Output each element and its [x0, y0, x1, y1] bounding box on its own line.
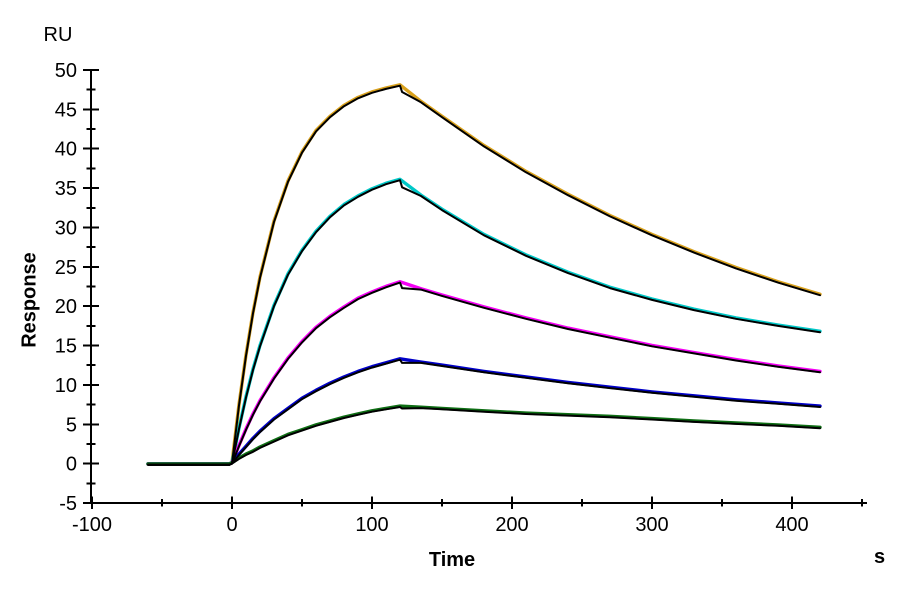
x-tick-label: 100: [355, 514, 388, 536]
x-axis-title: Time: [428, 549, 476, 571]
y-tick-label: 35: [55, 178, 77, 200]
y-tick-label: 0: [66, 454, 77, 476]
y-tick-label: 40: [55, 139, 77, 161]
x-tick-label: 0: [226, 514, 237, 536]
y-tick-label: 45: [55, 99, 77, 121]
sensorgram-curve: [147, 84, 821, 466]
x-tick-label: 300: [635, 514, 668, 536]
y-axis-unit-label: RU: [43, 24, 73, 46]
x-tick-label: 200: [495, 514, 528, 536]
y-tick-label: 25: [55, 257, 77, 279]
y-tick-label: 5: [66, 414, 77, 436]
y-tick-label: 50: [55, 60, 77, 82]
sensorgram-curve: [147, 281, 821, 466]
sensorgram-curve: [147, 358, 821, 466]
y-axis-title: Response: [18, 252, 41, 348]
x-tick-label: -100: [72, 514, 112, 536]
y-tick-label: 10: [55, 375, 77, 397]
sensorgram-curve: [147, 406, 821, 466]
y-tick-label: 20: [55, 296, 77, 318]
sensorgram-curve: [146, 83, 822, 466]
y-tick-label: 15: [55, 336, 77, 358]
sensorgram-curve: [146, 404, 822, 466]
y-tick-label: -5: [59, 493, 77, 515]
sensorgram-curve: [147, 179, 821, 466]
x-tick-label: 400: [775, 514, 808, 536]
x-axis-unit-label: s: [874, 546, 886, 568]
y-tick-label: 30: [55, 217, 77, 239]
